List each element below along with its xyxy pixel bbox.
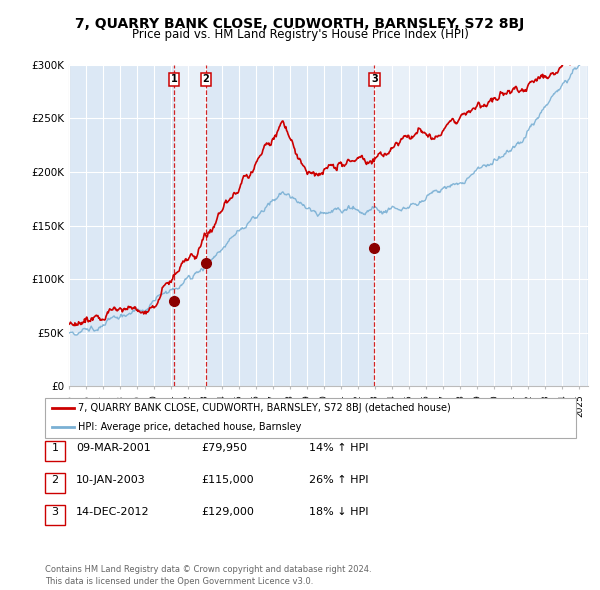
Text: HPI: Average price, detached house, Barnsley: HPI: Average price, detached house, Barn… xyxy=(78,422,301,432)
Text: Contains HM Land Registry data © Crown copyright and database right 2024.: Contains HM Land Registry data © Crown c… xyxy=(45,565,371,575)
Text: 2: 2 xyxy=(52,476,58,485)
Bar xyxy=(374,65,586,386)
Text: £79,950: £79,950 xyxy=(201,444,247,453)
Text: Price paid vs. HM Land Registry's House Price Index (HPI): Price paid vs. HM Land Registry's House … xyxy=(131,28,469,41)
Text: 09-MAR-2001: 09-MAR-2001 xyxy=(76,444,151,453)
Text: 7, QUARRY BANK CLOSE, CUDWORTH, BARNSLEY, S72 8BJ: 7, QUARRY BANK CLOSE, CUDWORTH, BARNSLEY… xyxy=(76,17,524,31)
Text: £129,000: £129,000 xyxy=(201,507,254,517)
Text: 3: 3 xyxy=(371,74,378,84)
Bar xyxy=(175,65,206,386)
Text: 3: 3 xyxy=(52,507,58,517)
Text: £115,000: £115,000 xyxy=(201,476,254,485)
Text: This data is licensed under the Open Government Licence v3.0.: This data is licensed under the Open Gov… xyxy=(45,577,313,586)
Text: 1: 1 xyxy=(52,444,58,453)
Text: 1: 1 xyxy=(171,74,178,84)
Text: 14% ↑ HPI: 14% ↑ HPI xyxy=(309,444,368,453)
Text: 7, QUARRY BANK CLOSE, CUDWORTH, BARNSLEY, S72 8BJ (detached house): 7, QUARRY BANK CLOSE, CUDWORTH, BARNSLEY… xyxy=(78,404,451,414)
Text: 26% ↑ HPI: 26% ↑ HPI xyxy=(309,476,368,485)
Text: 18% ↓ HPI: 18% ↓ HPI xyxy=(309,507,368,517)
Text: 14-DEC-2012: 14-DEC-2012 xyxy=(76,507,150,517)
Text: 2: 2 xyxy=(202,74,209,84)
Text: 10-JAN-2003: 10-JAN-2003 xyxy=(76,476,146,485)
